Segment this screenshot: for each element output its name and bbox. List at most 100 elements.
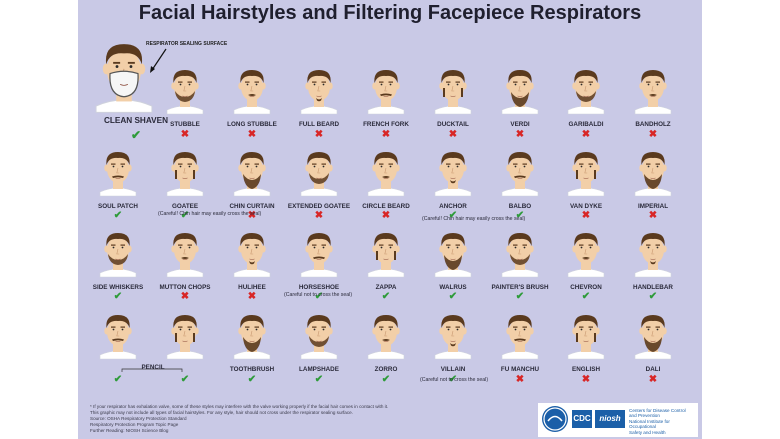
agency-branding: CDC niosh Centers for Disease Control an… bbox=[538, 403, 698, 437]
face-toothbrush bbox=[233, 315, 271, 360]
face-villain bbox=[434, 315, 472, 360]
face-extended-goatee bbox=[300, 152, 338, 197]
cross-icon: ✖ bbox=[247, 129, 257, 140]
face-balbo bbox=[501, 152, 539, 197]
hairstyle-label: SIDE WHISKERS bbox=[92, 284, 144, 291]
arrow-icon bbox=[151, 48, 167, 71]
hairstyle-label: BANDHOLZ bbox=[635, 121, 671, 128]
face-stubble bbox=[166, 70, 204, 115]
face-walrus bbox=[434, 233, 472, 278]
hairstyle-label: HULIHEE bbox=[238, 284, 266, 291]
face-soul-patch bbox=[99, 152, 137, 197]
hairstyle-label: IMPERIAL bbox=[637, 203, 669, 210]
hairstyle-label: VAN DYKE bbox=[569, 203, 603, 210]
cross-icon: ✖ bbox=[515, 129, 525, 140]
hairstyle-label: ZORRO bbox=[374, 366, 398, 373]
check-icon: ✔ bbox=[113, 374, 123, 385]
hairstyle-label: FRENCH FORK bbox=[363, 121, 409, 128]
check-icon: ✔ bbox=[515, 291, 525, 302]
hairstyle-label: PAINTER'S BRUSH bbox=[491, 284, 549, 291]
face-fu-manchu bbox=[501, 315, 539, 360]
cross-icon: ✖ bbox=[648, 374, 658, 385]
face-chevron bbox=[567, 233, 605, 278]
hairstyle-label: ENGLISH bbox=[572, 366, 600, 373]
villain-note: (Careful not to cross the seal) bbox=[420, 377, 489, 383]
face-mutton-chops bbox=[166, 233, 204, 278]
check-icon: ✔ bbox=[381, 291, 391, 302]
face-bandholz bbox=[634, 70, 672, 115]
cross-icon: ✖ bbox=[648, 129, 658, 140]
hairstyle-label: CIRCLE BEARD bbox=[362, 203, 410, 210]
clean-shaven-label: CLEAN SHAVEN bbox=[104, 116, 168, 125]
goatee-note: (Careful! Chin hair may easily cross the… bbox=[158, 211, 262, 217]
hairstyle-label: DUCKTAIL bbox=[437, 121, 469, 128]
check-icon: ✔ bbox=[448, 374, 458, 385]
face-french-fork bbox=[367, 70, 405, 115]
footer-line: Source: OSHA Respiratory Protection Stan… bbox=[90, 416, 187, 421]
face-garibaldi bbox=[567, 70, 605, 115]
check-icon: ✔ bbox=[180, 210, 190, 221]
face-side-whiskers bbox=[99, 233, 137, 278]
horseshoe-note: (Careful not to cross the seal) bbox=[284, 292, 353, 298]
hairstyle-label: ANCHOR bbox=[439, 203, 467, 210]
check-icon: ✔ bbox=[448, 291, 458, 302]
cross-icon: ✖ bbox=[180, 129, 190, 140]
cross-icon: ✖ bbox=[314, 210, 324, 221]
check-icon: ✔ bbox=[648, 291, 658, 302]
footer-line: Respiratory Protection Program Topic Pag… bbox=[90, 422, 179, 427]
face-hulihee bbox=[233, 233, 271, 278]
footer-line: Further Reading: NIOSH Science Blog bbox=[90, 428, 169, 433]
hairstyle-label: BALBO bbox=[508, 203, 532, 210]
check-icon: ✔ bbox=[448, 210, 458, 221]
check-icon: ✔ bbox=[314, 291, 324, 302]
hairstyle-label: VILLAIN bbox=[440, 366, 466, 373]
cross-icon: ✖ bbox=[515, 374, 525, 385]
footer-notes: * If your respirator has exhalation valv… bbox=[90, 404, 530, 434]
hhs-seal-icon bbox=[542, 406, 568, 432]
infographic-poster: Facial Hairstyles and Filtering Facepiec… bbox=[78, 0, 702, 439]
hairstyle-label: GARIBALDI bbox=[568, 121, 604, 128]
hairstyle-label: LONG STUBBLE bbox=[227, 121, 277, 128]
face-circle-beard bbox=[367, 152, 405, 197]
face-van-dyke bbox=[567, 152, 605, 197]
agency-name: Centers for Disease Control and Preventi… bbox=[629, 408, 686, 435]
hairstyle-label: CHIN CURTAIN bbox=[229, 203, 275, 210]
cross-icon: ✖ bbox=[247, 291, 257, 302]
hairstyle-label: DALI bbox=[645, 366, 661, 373]
pencil-label: PENCIL bbox=[141, 364, 165, 371]
hairstyle-label: HORSESHOE bbox=[298, 284, 340, 291]
hairstyle-label: HANDLEBAR bbox=[633, 284, 673, 291]
anchor-note: (Careful! Chin hair may easily cross the… bbox=[422, 216, 526, 222]
hairstyle-label: LAMPSHADE bbox=[299, 366, 339, 373]
face-chin-curtain bbox=[233, 152, 271, 197]
face-ducktail bbox=[434, 70, 472, 115]
face-pencil bbox=[166, 315, 204, 360]
footer-line: This graphic may not include all types o… bbox=[90, 410, 353, 415]
cross-icon: ✖ bbox=[381, 129, 391, 140]
hairstyle-label: STUBBLE bbox=[170, 121, 200, 128]
page-title: Facial Hairstyles and Filtering Facepiec… bbox=[138, 2, 642, 24]
niosh-logo: niosh bbox=[595, 410, 625, 428]
face-long-stubble bbox=[233, 70, 271, 115]
cross-icon: ✖ bbox=[247, 210, 257, 221]
hairstyle-label: TOOTHBRUSH bbox=[229, 366, 275, 373]
hairstyle-label: FULL BEARD bbox=[298, 121, 340, 128]
face-imperial bbox=[634, 152, 672, 197]
hairstyle-label: EXTENDED GOATEE bbox=[287, 203, 351, 210]
cross-icon: ✖ bbox=[648, 210, 658, 221]
cross-icon: ✖ bbox=[381, 210, 391, 221]
cross-icon: ✖ bbox=[448, 129, 458, 140]
face-zappa bbox=[367, 233, 405, 278]
face-zorro bbox=[367, 315, 405, 360]
face-verdi bbox=[501, 70, 539, 115]
check-icon: ✔ bbox=[515, 210, 525, 221]
hairstyle-label: GOATEE bbox=[171, 203, 199, 210]
hairstyle-label: ZAPPA bbox=[375, 284, 397, 291]
check-icon: ✔ bbox=[247, 374, 257, 385]
face-handlebar bbox=[634, 233, 672, 278]
cross-icon: ✖ bbox=[314, 129, 324, 140]
cross-icon: ✖ bbox=[581, 210, 591, 221]
check-icon: ✔ bbox=[180, 374, 190, 385]
face-dali bbox=[634, 315, 672, 360]
face-english bbox=[567, 315, 605, 360]
